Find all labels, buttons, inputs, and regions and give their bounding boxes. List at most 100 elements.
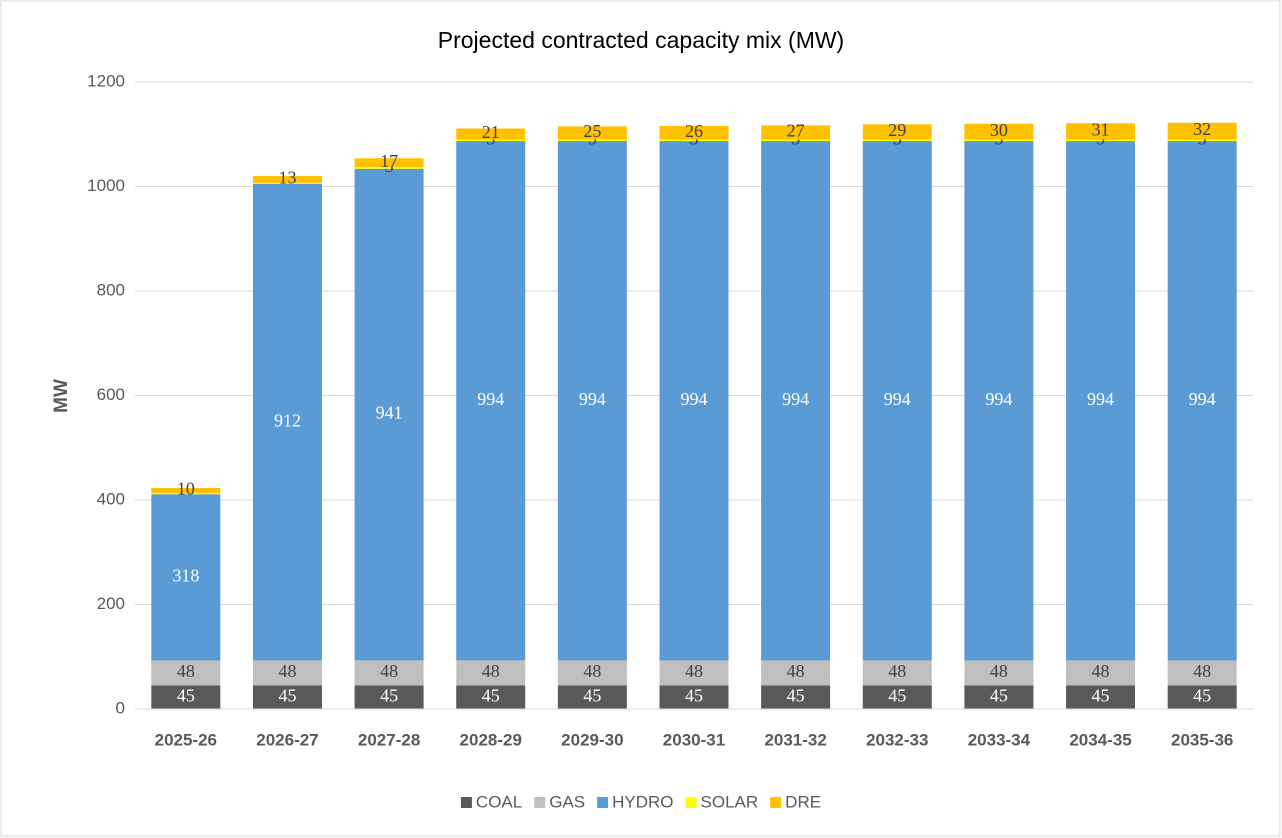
bar-segment — [1066, 141, 1136, 661]
data-label: 994 — [681, 389, 708, 409]
bar-segment — [1066, 139, 1136, 142]
bar-segment — [151, 493, 221, 495]
data-label: 45 — [482, 685, 500, 705]
data-label: 941 — [376, 403, 403, 423]
data-label: 994 — [985, 389, 1012, 409]
data-label: 48 — [380, 661, 398, 681]
bar-segment — [456, 141, 526, 661]
legend-swatch — [534, 797, 546, 808]
legend-label: DRE — [785, 792, 821, 811]
bar-segment — [456, 139, 526, 142]
data-label: 10 — [177, 479, 195, 499]
bar-segment — [151, 685, 221, 709]
legend-swatch — [597, 797, 609, 808]
bar-segment — [354, 660, 424, 686]
data-label: 32 — [1193, 119, 1211, 139]
data-label: 45 — [278, 685, 296, 705]
bar-segment — [659, 125, 729, 140]
bar-segment — [1167, 660, 1237, 686]
data-label: 21 — [482, 122, 500, 142]
y-axis-label: MW — [51, 379, 72, 413]
data-label: 994 — [477, 389, 504, 409]
bar-segment — [659, 141, 729, 661]
bar-segment — [1066, 685, 1136, 709]
y-tick-label: 800 — [97, 280, 125, 299]
bar-segment — [456, 685, 526, 709]
data-label: 26 — [685, 121, 703, 141]
x-tick-label: 2026-27 — [256, 730, 318, 749]
data-label: 994 — [579, 389, 606, 409]
bar-segment — [761, 125, 831, 140]
bar-segment — [964, 660, 1034, 686]
data-label: 994 — [1189, 389, 1216, 409]
x-tick-label: 2030-31 — [663, 730, 725, 749]
data-label: 45 — [1092, 685, 1110, 705]
y-tick-label: 200 — [97, 594, 125, 613]
x-tick-label: 2035-36 — [1171, 730, 1233, 749]
data-label: 25 — [583, 121, 601, 141]
legend-label: SOLAR — [701, 792, 759, 811]
bar-segment — [557, 685, 627, 709]
bar-segment — [1167, 139, 1237, 142]
bar-segment — [659, 139, 729, 142]
data-label: 48 — [685, 661, 703, 681]
data-label: 912 — [274, 410, 301, 430]
data-label: 994 — [782, 389, 809, 409]
bar-segment — [354, 168, 424, 661]
data-label: 48 — [787, 661, 805, 681]
legend-label: COAL — [476, 792, 522, 811]
bar-segment — [659, 660, 729, 686]
bar-segment — [252, 660, 322, 686]
data-label: 45 — [888, 685, 906, 705]
bar-segment — [964, 123, 1034, 140]
bar-segment — [1066, 660, 1136, 686]
bar-segment — [761, 685, 831, 709]
chart-title: Projected contracted capacity mix (MW) — [438, 27, 844, 53]
data-label: 48 — [177, 661, 195, 681]
legend-label: HYDRO — [612, 792, 673, 811]
x-tick-label: 2027-28 — [358, 730, 420, 749]
data-label: 45 — [990, 685, 1008, 705]
bar-segment — [557, 141, 627, 661]
x-tick-label: 2025-26 — [155, 730, 217, 749]
bar-segment — [151, 660, 221, 686]
bar-segment — [557, 126, 627, 140]
data-label: 17 — [380, 151, 398, 171]
bar-segment — [862, 139, 932, 142]
y-tick-label: 1200 — [87, 71, 125, 90]
data-label: 45 — [380, 685, 398, 705]
data-label: 48 — [888, 661, 906, 681]
bar-segment — [862, 660, 932, 686]
bar-segment — [557, 139, 627, 142]
legend-swatch — [770, 797, 782, 808]
x-tick-label: 2032-33 — [866, 730, 928, 749]
bar-segment — [456, 128, 526, 140]
bar-segment — [1167, 141, 1237, 661]
bar-segment — [252, 685, 322, 709]
bar-segment — [354, 167, 424, 169]
x-tick-label: 2028-29 — [460, 730, 522, 749]
data-label: 318 — [172, 565, 199, 585]
bar-segment — [1167, 122, 1237, 140]
y-tick-label: 600 — [97, 385, 125, 404]
data-label: 48 — [278, 661, 296, 681]
bar-segment — [252, 176, 322, 183]
data-label: 48 — [583, 661, 601, 681]
bar-segment — [252, 182, 322, 184]
data-label: 29 — [888, 120, 906, 140]
data-label: 45 — [787, 685, 805, 705]
x-tick-label: 2031-32 — [764, 730, 826, 749]
data-label: 994 — [884, 389, 911, 409]
y-tick-label: 1000 — [87, 176, 125, 195]
bar-segment — [964, 141, 1034, 661]
bar-segment — [761, 139, 831, 142]
data-label: 45 — [583, 685, 601, 705]
data-label: 45 — [685, 685, 703, 705]
data-label: 48 — [482, 661, 500, 681]
x-tick-label: 2033-34 — [968, 730, 1031, 749]
legend-swatch — [685, 797, 697, 808]
y-tick-label: 400 — [97, 489, 125, 508]
bar-segment — [1167, 685, 1237, 709]
bar-segment — [557, 660, 627, 686]
